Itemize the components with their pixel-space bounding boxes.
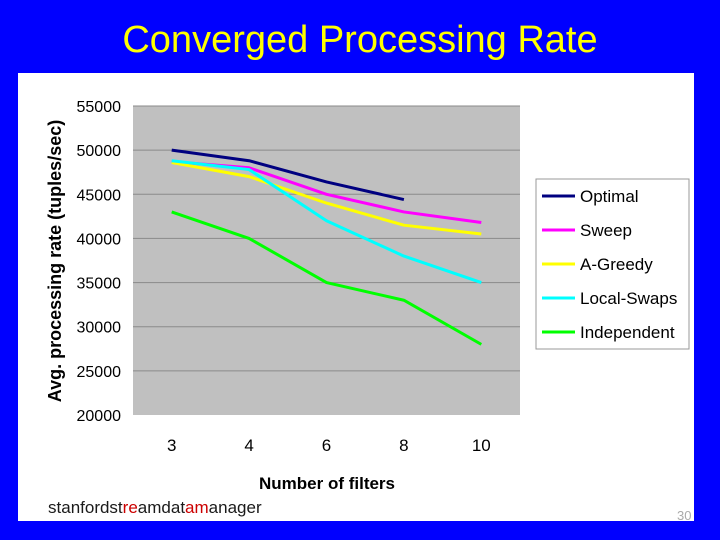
y-tick-label: 45000: [77, 187, 122, 204]
legend-label: A-Greedy: [580, 255, 653, 274]
plot-area: [133, 106, 520, 415]
footer-part-highlight: re: [122, 498, 138, 517]
series-line-independent: [171, 210, 483, 346]
x-tick-label: 10: [472, 436, 491, 455]
series-line-optimal: [171, 148, 405, 202]
footer-part: st: [48, 498, 62, 517]
y-tick-label: 35000: [77, 276, 122, 293]
y-tick-label: 20000: [77, 408, 122, 425]
footer-part: amdat: [137, 498, 186, 517]
footer-part: anfordst: [61, 498, 123, 517]
line-chart: 20000 25000 30000 35000 40000 45000 50000 55000…: [45, 99, 690, 493]
x-tick-label: 3: [167, 436, 176, 455]
y-tick-label: 25000: [77, 364, 122, 381]
series-line-local-swaps: [171, 159, 482, 284]
series-line-a-greedy: [171, 161, 482, 236]
footer-part: anager: [208, 498, 262, 517]
y-tick-label: 30000: [77, 320, 122, 337]
x-tick-label: 8: [399, 436, 408, 455]
legend-label: Optimal: [580, 187, 639, 206]
y-tick-label: 40000: [77, 231, 122, 248]
legend: Optimal Sweep A-Greedy Local-Swaps Independe…: [535, 178, 690, 350]
legend-label: Local-Swaps: [580, 289, 677, 308]
x-tick-label: 4: [244, 436, 253, 455]
y-tick-label: 55000: [77, 99, 122, 116]
y-axis-label: Avg. processing rate (tuples/sec): [45, 120, 65, 402]
footer-brand: stanfordstreamdatamanager: [48, 497, 262, 519]
series-lines: [171, 148, 483, 346]
legend-label: Sweep: [580, 221, 632, 240]
x-axis-label: Number of filters: [259, 474, 395, 493]
y-tick-labels: 20000 25000 30000 35000 40000 45000 50000 55000: [77, 99, 122, 425]
legend-label: Independent: [580, 323, 675, 342]
y-tick-label: 50000: [77, 143, 122, 160]
x-tick-labels: 3 4 6 8 10: [167, 436, 491, 455]
page-number: 30: [677, 508, 692, 523]
slide-title: Converged Processing Rate: [122, 19, 598, 61]
x-tick-label: 6: [322, 436, 331, 455]
chart-panel: 20000 25000 30000 35000 40000 45000 50000 55000…: [18, 73, 694, 521]
footer-part-highlight: am: [185, 498, 209, 517]
